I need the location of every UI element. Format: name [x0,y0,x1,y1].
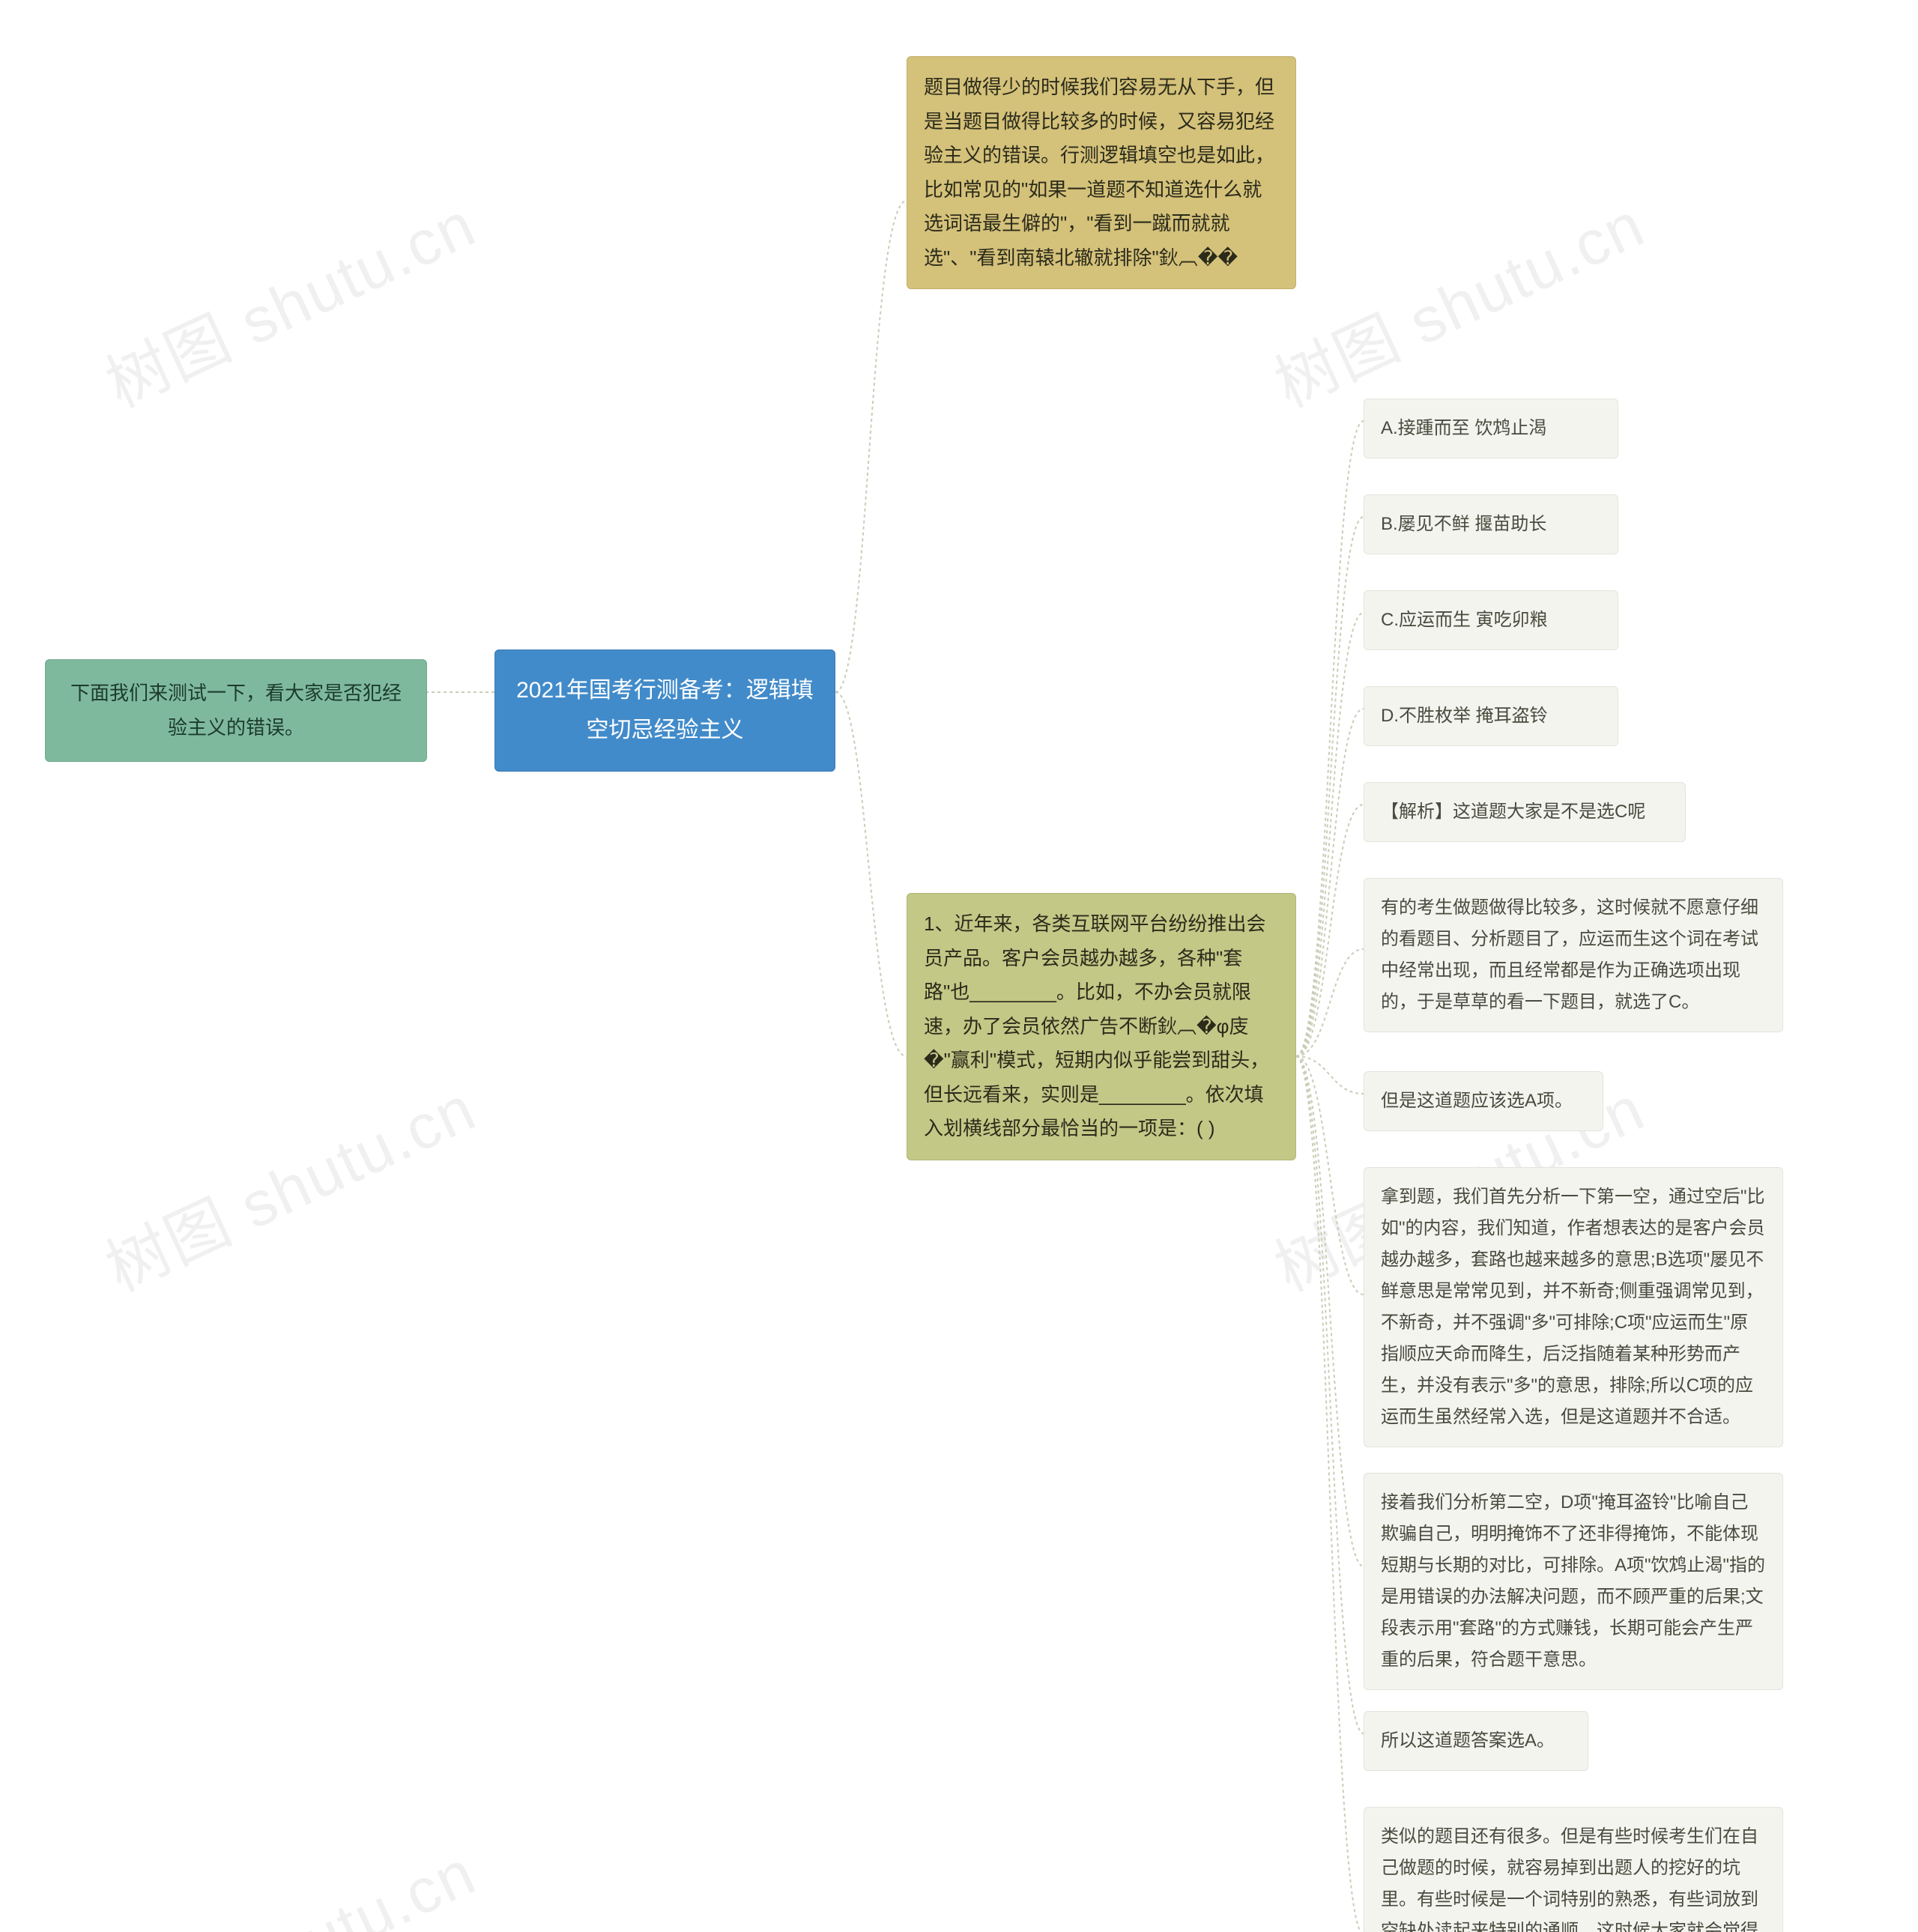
mindmap-leaf-analysis-q[interactable]: 【解析】这道题大家是不是选C呢 [1364,782,1686,842]
leaf-text: 但是这道题应该选A项。 [1381,1091,1573,1111]
branch1-text: 题目做得少的时候我们容易无从下手，但是当题目做得比较多的时候，又容易犯经验主义的… [924,76,1274,269]
leaf-text: C.应运而生 寅吃卯粮 [1381,610,1548,630]
left-text: 下面我们来测试一下，看大家是否犯经验主义的错误。 [70,682,402,739]
mindmap-leaf-analysis-5[interactable]: 所以这道题答案选A。 [1364,1711,1588,1771]
mindmap-leaf-analysis-2[interactable]: 但是这道题应该选A项。 [1364,1071,1603,1131]
watermark: 树图 shutu.cn [89,1823,488,1932]
mindmap-leaf-option-a[interactable]: A.接踵而至 饮鸩止渴 [1364,399,1618,458]
branch2-text: 1、近年来，各类互联网平台纷纷推出会员产品。客户会员越办越多，各种"套路"也__… [924,912,1269,1139]
mindmap-root[interactable]: 2021年国考行测备考：逻辑填空切忌经验主义 [494,649,835,772]
root-text: 2021年国考行测备考：逻辑填空切忌经验主义 [516,678,814,742]
watermark: 树图 shutu.cn [89,175,488,425]
mindmap-leaf-analysis-1[interactable]: 有的考生做题做得比较多，这时候就不愿意仔细的看题目、分析题目了，应运而生这个词在… [1364,878,1783,1032]
mindmap-left-branch[interactable]: 下面我们来测试一下，看大家是否犯经验主义的错误。 [45,659,427,762]
mindmap-leaf-option-d[interactable]: D.不胜枚举 掩耳盗铃 [1364,686,1618,746]
mindmap-leaf-analysis-4[interactable]: 接着我们分析第二空，D项"掩耳盗铃"比喻自己欺骗自己，明明掩饰不了还非得掩饰，不… [1364,1473,1783,1690]
watermark: 树图 shutu.cn [1258,175,1657,425]
leaf-text: B.屡见不鲜 揠苗助长 [1381,514,1546,534]
mindmap-leaf-option-b[interactable]: B.屡见不鲜 揠苗助长 [1364,494,1618,554]
leaf-text: 有的考生做题做得比较多，这时候就不愿意仔细的看题目、分析题目了，应运而生这个词在… [1381,897,1758,1012]
leaf-text: 接着我们分析第二空，D项"掩耳盗铃"比喻自己欺骗自己，明明掩饰不了还非得掩饰，不… [1381,1492,1765,1670]
leaf-text: D.不胜枚举 掩耳盗铃 [1381,706,1548,726]
mindmap-leaf-analysis-3[interactable]: 拿到题，我们首先分析一下第一空，通过空后"比如"的内容，我们知道，作者想表达的是… [1364,1167,1783,1447]
leaf-text: 所以这道题答案选A。 [1381,1730,1555,1751]
watermark: 树图 shutu.cn [89,1059,488,1309]
leaf-text: 类似的题目还有很多。但是有些时候考生们在自己做题的时候，就容易掉到出题人的挖好的… [1381,1826,1758,1932]
mindmap-leaf-analysis-6[interactable]: 类似的题目还有很多。但是有些时候考生们在自己做题的时候，就容易掉到出题人的挖好的… [1364,1807,1783,1932]
mindmap-branch-intro[interactable]: 题目做得少的时候我们容易无从下手，但是当题目做得比较多的时候，又容易犯经验主义的… [907,56,1296,289]
leaf-text: A.接踵而至 饮鸩止渴 [1381,418,1546,438]
mindmap-leaf-option-c[interactable]: C.应运而生 寅吃卯粮 [1364,590,1618,650]
leaf-text: 拿到题，我们首先分析一下第一空，通过空后"比如"的内容，我们知道，作者想表达的是… [1381,1187,1765,1427]
mindmap-branch-question[interactable]: 1、近年来，各类互联网平台纷纷推出会员产品。客户会员越办越多，各种"套路"也__… [907,893,1296,1160]
leaf-text: 【解析】这道题大家是不是选C呢 [1381,802,1645,822]
